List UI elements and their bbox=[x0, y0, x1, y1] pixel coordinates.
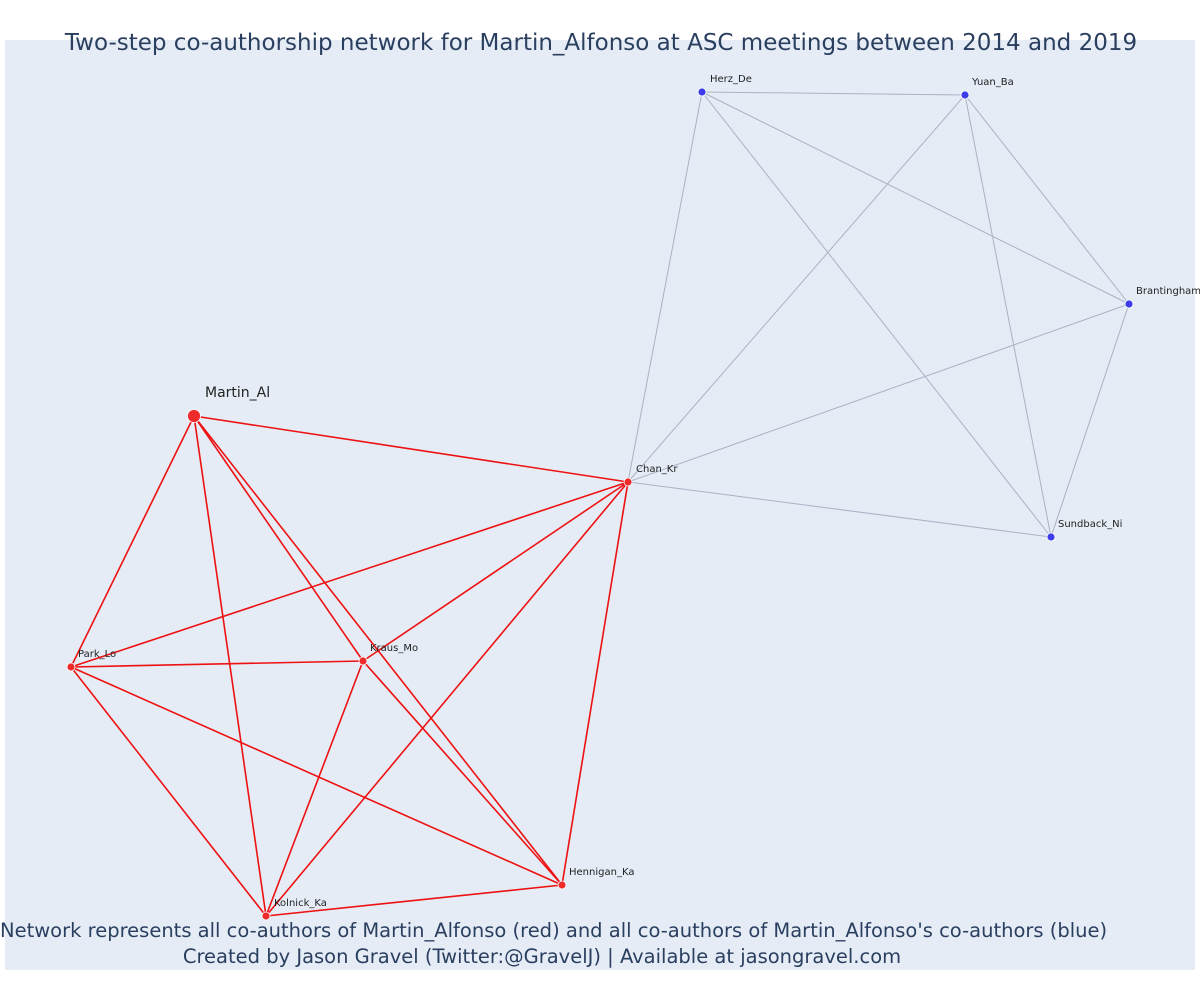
node-label-Herz_De: Herz_De bbox=[710, 74, 752, 85]
node-label-Hennigan_Ka: Hennigan_Ka bbox=[569, 867, 634, 878]
caption-line-2: Created by Jason Gravel (Twitter:@Gravel… bbox=[182, 945, 902, 968]
node-label-Sundback_Ni: Sundback_Ni bbox=[1058, 519, 1122, 530]
node-Kolnick_Ka[interactable] bbox=[261, 911, 271, 921]
node-label-Park_Lo: Park_Lo bbox=[78, 649, 116, 660]
edge-Chan_Kr-Kolnick_Ka bbox=[265, 481, 629, 917]
edge-Chan_Kr-Kraus_Mo bbox=[362, 481, 629, 662]
edge-Park_Lo-Kolnick_Ka bbox=[70, 666, 267, 917]
edge-Brantingham-Sundback_Ni bbox=[1050, 303, 1130, 538]
edge-Kolnick_Ka-Hennigan_Ka bbox=[265, 884, 563, 917]
node-label-Yuan_Ba: Yuan_Ba bbox=[971, 77, 1014, 88]
edge-Herz_De-Sundback_Ni bbox=[701, 91, 1052, 538]
edge-Herz_De-Yuan_Ba bbox=[701, 91, 966, 96]
edge-Kraus_Mo-Kolnick_Ka bbox=[265, 660, 364, 917]
edge-Martin_Al-Kolnick_Ka bbox=[193, 415, 267, 917]
node-Kraus_Mo[interactable] bbox=[358, 656, 368, 666]
edge-Chan_Kr-Yuan_Ba bbox=[627, 94, 966, 483]
edge-Kraus_Mo-Hennigan_Ka bbox=[362, 660, 563, 886]
edge-Herz_De-Brantingham bbox=[701, 91, 1130, 305]
edge-Chan_Kr-Hennigan_Ka bbox=[561, 481, 629, 886]
edge-Park_Lo-Kraus_Mo bbox=[70, 660, 364, 668]
node-label-Chan_Kr: Chan_Kr bbox=[636, 464, 678, 475]
edge-Chan_Kr-Brantingham bbox=[627, 303, 1130, 483]
plot-area bbox=[5, 40, 1195, 970]
node-Yuan_Ba[interactable] bbox=[960, 90, 970, 100]
node-Martin_Al[interactable] bbox=[187, 409, 201, 423]
edge-Chan_Kr-Sundback_Ni bbox=[627, 481, 1052, 538]
labels-layer: Martin_Al Chan_Kr Park_Lo Kraus_Mo Kolnick_K… bbox=[78, 74, 1200, 909]
edge-Martin_Al-Chan_Kr bbox=[193, 415, 629, 483]
edge-Martin_Al-Park_Lo bbox=[70, 415, 195, 668]
edges-layer bbox=[70, 91, 1130, 917]
edge-Martin_Al-Kraus_Mo bbox=[193, 415, 364, 662]
node-label-Kolnick_Ka: Kolnick_Ka bbox=[274, 898, 327, 909]
edge-Yuan_Ba-Sundback_Ni bbox=[964, 94, 1052, 538]
nodes-layer bbox=[66, 87, 1134, 921]
node-Hennigan_Ka[interactable] bbox=[557, 880, 567, 890]
node-Herz_De[interactable] bbox=[697, 87, 707, 97]
edge-Chan_Kr-Herz_De bbox=[627, 91, 703, 483]
node-Park_Lo[interactable] bbox=[66, 662, 76, 672]
edge-Park_Lo-Hennigan_Ka bbox=[70, 666, 563, 886]
edge-Chan_Kr-Park_Lo bbox=[70, 481, 629, 668]
node-Chan_Kr[interactable] bbox=[623, 477, 633, 487]
node-Brantingham[interactable] bbox=[1124, 299, 1134, 309]
caption: Network represents all co-authors of Mar… bbox=[0, 918, 1108, 970]
edge-Yuan_Ba-Brantingham bbox=[964, 94, 1130, 305]
node-label-Brantingham: Brantingham bbox=[1136, 286, 1200, 297]
node-Sundback_Ni[interactable] bbox=[1046, 532, 1056, 542]
chart-title: Two-step co-authorship network for Marti… bbox=[64, 30, 1138, 56]
caption-line-1: Network represents all co-authors of Mar… bbox=[0, 919, 1108, 942]
node-label-Martin_Al: Martin_Al bbox=[205, 385, 270, 401]
node-label-Kraus_Mo: Kraus_Mo bbox=[370, 643, 418, 654]
